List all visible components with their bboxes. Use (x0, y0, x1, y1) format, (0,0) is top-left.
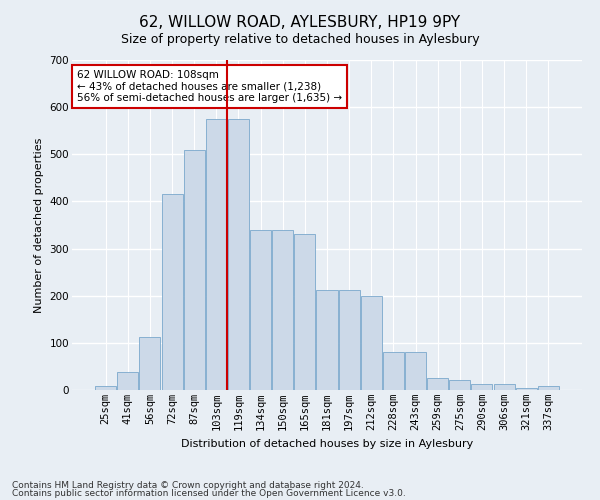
Bar (206, 119, 227, 390)
Bar (361, 296, 382, 390)
Bar (338, 290, 359, 390)
Bar (472, 384, 493, 390)
Bar (272, 230, 293, 390)
Bar (538, 386, 559, 390)
Text: Contains HM Land Registry data © Crown copyright and database right 2024.: Contains HM Land Registry data © Crown c… (12, 480, 364, 490)
Bar (250, 230, 271, 390)
Text: Size of property relative to detached houses in Aylesbury: Size of property relative to detached ho… (121, 32, 479, 46)
Bar (184, 150, 205, 390)
Bar (449, 380, 470, 390)
Bar (383, 352, 404, 390)
X-axis label: Distribution of detached houses by size in Aylesbury: Distribution of detached houses by size … (181, 438, 473, 448)
Bar (228, 119, 249, 390)
Bar (295, 234, 316, 390)
Text: Contains public sector information licensed under the Open Government Licence v3: Contains public sector information licen… (12, 489, 406, 498)
Bar (494, 384, 515, 390)
Bar (161, 194, 182, 390)
Y-axis label: Number of detached properties: Number of detached properties (34, 138, 44, 312)
Text: 62, WILLOW ROAD, AYLESBURY, HP19 9PY: 62, WILLOW ROAD, AYLESBURY, HP19 9PY (139, 15, 461, 30)
Bar (515, 388, 536, 390)
Bar (405, 352, 426, 390)
Bar (118, 372, 139, 390)
Bar (427, 378, 448, 390)
Text: 62 WILLOW ROAD: 108sqm
← 43% of detached houses are smaller (1,238)
56% of semi-: 62 WILLOW ROAD: 108sqm ← 43% of detached… (77, 70, 342, 103)
Bar (316, 290, 338, 390)
Bar (139, 337, 160, 390)
Bar (95, 386, 116, 390)
